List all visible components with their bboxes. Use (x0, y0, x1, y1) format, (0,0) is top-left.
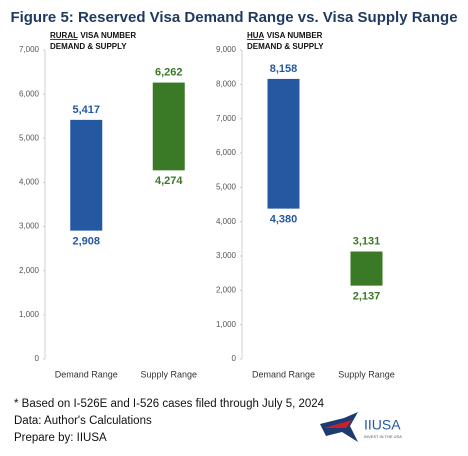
y-tick-label: 7,000 (216, 114, 237, 123)
x-tick-label: Demand Range (55, 369, 118, 379)
footnote: Prepare by: IIUSA (14, 432, 107, 444)
range-bar (350, 251, 383, 286)
y-tick-label: 0 (35, 354, 40, 363)
y-tick-label: 3,000 (19, 222, 40, 231)
y-tick-label: 8,000 (216, 79, 237, 88)
y-tick-label: 4,000 (216, 217, 237, 226)
low-label: 4,380 (270, 214, 298, 226)
y-tick-label: 6,000 (19, 89, 40, 98)
chart-subtitle: RURAL VISA NUMBER (50, 31, 136, 40)
x-tick-label: Supply Range (140, 369, 197, 379)
y-tick-label: 0 (232, 354, 237, 363)
subtitle-label: RURAL (50, 31, 78, 40)
y-tick-label: 5,000 (216, 182, 237, 191)
high-label: 8,158 (270, 63, 298, 75)
x-tick-label: Supply Range (338, 369, 395, 379)
logo-name: IIUSA (364, 417, 401, 433)
y-tick-label: 4,000 (19, 178, 40, 187)
range-bar (267, 78, 300, 209)
subtitle-text: VISA NUMBER (267, 31, 323, 40)
low-label: 4,274 (155, 175, 183, 187)
subtitle-text: VISA NUMBER (80, 31, 136, 40)
low-label: 2,908 (72, 236, 100, 248)
x-tick-label: Demand Range (252, 369, 315, 379)
y-tick-label: 2,000 (19, 266, 40, 275)
footnote: * Based on I-526E and I-526 cases filed … (14, 398, 325, 410)
page-title: Figure 5: Reserved Visa Demand Range vs.… (10, 9, 457, 26)
y-tick-label: 5,000 (19, 133, 40, 142)
chart-subtitle: HUA VISA NUMBER (247, 31, 323, 40)
y-tick-label: 9,000 (216, 45, 237, 54)
high-label: 3,131 (353, 235, 381, 247)
footnote: Data: Author's Calculations (14, 415, 152, 427)
subtitle-label: HUA (247, 31, 265, 40)
low-label: 2,137 (353, 291, 381, 303)
logo-tagline: INVEST IN THE USA (364, 434, 402, 439)
chart-subtitle: DEMAND & SUPPLY (50, 42, 127, 51)
y-tick-label: 1,000 (19, 310, 40, 319)
range-bar (70, 119, 103, 231)
logo: IIUSA INVEST IN THE USA (320, 412, 402, 442)
high-label: 5,417 (72, 104, 100, 116)
high-label: 6,262 (155, 66, 183, 78)
chart-subtitle: DEMAND & SUPPLY (247, 42, 324, 51)
y-tick-label: 3,000 (216, 251, 237, 260)
y-tick-label: 2,000 (216, 285, 237, 294)
y-tick-label: 1,000 (216, 320, 237, 329)
logo-mark (324, 420, 352, 428)
y-tick-label: 6,000 (216, 148, 237, 157)
range-bar (152, 82, 185, 171)
y-tick-label: 7,000 (19, 45, 40, 54)
